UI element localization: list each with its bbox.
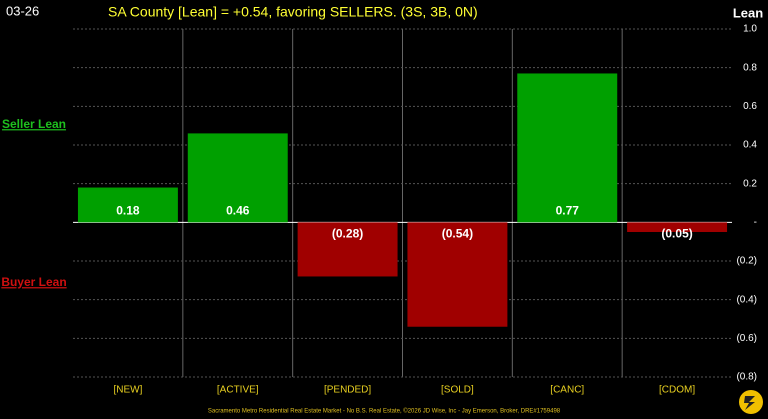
data-label: 0.46 <box>226 204 250 218</box>
bar <box>517 73 618 223</box>
y-axis-title: Lean <box>733 5 763 20</box>
bar <box>187 133 288 223</box>
data-label: (0.28) <box>332 227 363 241</box>
data-label: 0.77 <box>556 204 580 218</box>
bar <box>297 222 398 277</box>
x-tick-label: [ACTIVE] <box>217 385 259 396</box>
y-tick-label: (0.8) <box>736 372 757 383</box>
y-tick-label: 1.0 <box>743 24 757 35</box>
y-tick-label: 0.4 <box>743 140 757 151</box>
x-tick-label: [NEW] <box>113 385 142 396</box>
data-label: 0.18 <box>116 204 140 218</box>
data-label: (0.54) <box>442 227 473 241</box>
x-tick-label: [SOLD] <box>441 385 474 396</box>
x-tick-label: [CDOM] <box>659 385 695 396</box>
footer: Sacramento Metro Residential Real Estate… <box>208 408 561 415</box>
x-tick-label: [CANC] <box>550 385 584 396</box>
buyer-lean-label: Buyer Lean <box>1 275 66 289</box>
bar <box>77 187 178 223</box>
y-tick-label: 0.6 <box>743 101 757 112</box>
y-tick-label: (0.2) <box>736 256 757 267</box>
data-label: (0.05) <box>661 227 692 241</box>
x-tick-label: [PENDED] <box>324 385 371 396</box>
seller-lean-label: Seller Lean <box>2 117 66 131</box>
date-label: 03-26 <box>6 3 39 18</box>
y-tick-label: - <box>754 217 757 228</box>
bar <box>627 222 728 232</box>
logo <box>739 390 763 414</box>
y-tick-label: (0.6) <box>736 333 757 344</box>
y-tick-label: 0.2 <box>743 178 757 189</box>
y-tick-label: (0.4) <box>736 294 757 305</box>
bar <box>407 222 508 327</box>
y-tick-label: 0.8 <box>743 62 757 73</box>
chart-title: SA County [Lean] = +0.54, favoring SELLE… <box>108 4 478 20</box>
